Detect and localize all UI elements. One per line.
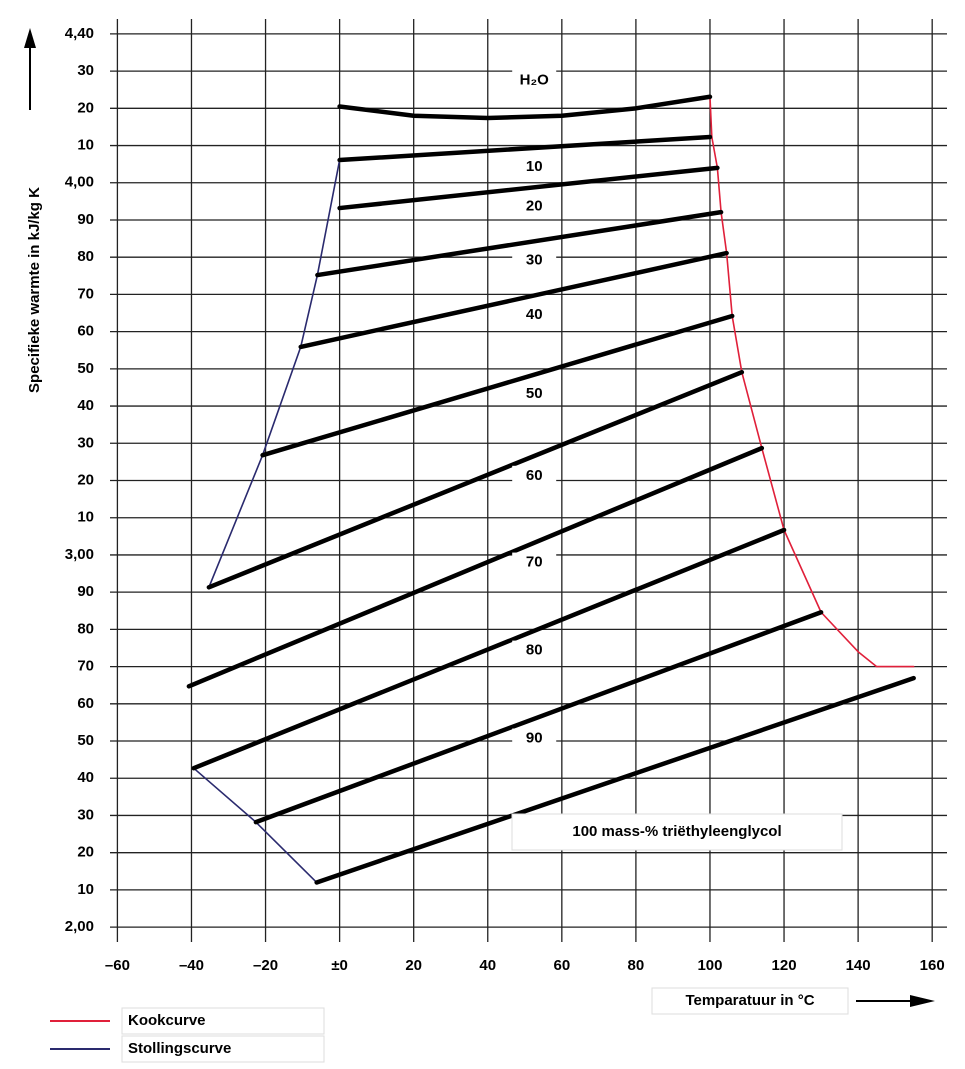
x-tick-label: ±0 bbox=[331, 957, 348, 974]
y-tick-label: 20 bbox=[77, 471, 94, 488]
y-tick-label: 30 bbox=[77, 806, 94, 823]
x-tick-label: 160 bbox=[920, 957, 945, 974]
y-tick-label: 4,40 bbox=[65, 25, 94, 42]
series-label: 30 bbox=[526, 252, 543, 269]
line bbox=[337, 165, 720, 211]
line bbox=[253, 610, 824, 825]
line bbox=[337, 94, 713, 121]
series-label: 40 bbox=[526, 306, 543, 323]
x-tick-label: 80 bbox=[628, 957, 645, 974]
x-tick-label: 140 bbox=[846, 957, 871, 974]
y-tick-label: 60 bbox=[77, 323, 94, 340]
y-tick-label: 90 bbox=[77, 583, 94, 600]
series-label: 70 bbox=[526, 554, 543, 571]
y-tick-label: 40 bbox=[77, 397, 94, 414]
y-tick-label: 4,00 bbox=[65, 174, 94, 191]
label-bg bbox=[512, 640, 557, 661]
x-axis-label: Temparatuur in °C bbox=[685, 992, 814, 1009]
y-tick-label: 10 bbox=[77, 881, 94, 898]
label-bg bbox=[512, 157, 557, 178]
x-tick-label: 20 bbox=[405, 957, 422, 974]
line bbox=[260, 313, 735, 458]
label-bg bbox=[512, 728, 557, 749]
line bbox=[192, 767, 318, 884]
line bbox=[206, 369, 745, 590]
annotation-box bbox=[511, 813, 843, 851]
line bbox=[315, 209, 724, 278]
legend-label: Stollingscurve bbox=[128, 1040, 231, 1057]
line bbox=[208, 159, 341, 589]
legend-label: Kookcurve bbox=[128, 1012, 206, 1029]
y-tick-label: 20 bbox=[77, 844, 94, 861]
series-label: 80 bbox=[526, 642, 543, 659]
label-bg bbox=[512, 250, 557, 271]
x-arrow-head bbox=[910, 995, 935, 1007]
x-tick-label: –60 bbox=[105, 957, 130, 974]
label-bg bbox=[512, 304, 557, 325]
x-label-box bbox=[651, 987, 849, 1015]
y-tick-label: 80 bbox=[77, 248, 94, 265]
legend-box bbox=[121, 1007, 325, 1035]
x-tick-label: –40 bbox=[179, 957, 204, 974]
series-label: 50 bbox=[526, 385, 543, 402]
y-tick-label: 2,00 bbox=[65, 918, 94, 935]
y-tick-label: 70 bbox=[77, 285, 94, 302]
y-tick-label: 60 bbox=[77, 695, 94, 712]
y-tick-label: 30 bbox=[77, 434, 94, 451]
label-bg bbox=[512, 384, 557, 405]
y-tick-label: 10 bbox=[77, 137, 94, 154]
line bbox=[314, 675, 916, 885]
y-label-bg bbox=[24, 125, 46, 455]
line bbox=[337, 134, 713, 163]
series-label: 90 bbox=[526, 730, 543, 747]
x-tick-label: 40 bbox=[479, 957, 496, 974]
series-label: 60 bbox=[526, 467, 543, 484]
label-bg bbox=[512, 465, 557, 486]
line bbox=[191, 527, 787, 771]
label-bg bbox=[512, 196, 557, 217]
x-tick-label: 120 bbox=[772, 957, 797, 974]
x-tick-label: –20 bbox=[253, 957, 278, 974]
x-tick-label: 60 bbox=[553, 957, 570, 974]
label-bg bbox=[512, 70, 557, 91]
y-tick-label: 40 bbox=[77, 769, 94, 786]
y-tick-label: 20 bbox=[77, 99, 94, 116]
y-tick-label: 80 bbox=[77, 620, 94, 637]
series-label: 20 bbox=[526, 198, 543, 215]
series-label: 100 mass-% triëthyleenglycol bbox=[572, 823, 781, 840]
y-axis-label: Specifieke warmte in kJ/kg K bbox=[26, 187, 43, 393]
legend-box bbox=[121, 1035, 325, 1063]
y-tick-label: 50 bbox=[77, 360, 94, 377]
x-tick-label: 100 bbox=[697, 957, 722, 974]
y-tick-label: 70 bbox=[77, 658, 94, 675]
y-tick-label: 30 bbox=[77, 62, 94, 79]
y-tick-label: 3,00 bbox=[65, 546, 94, 563]
series-label: H₂O bbox=[520, 71, 549, 88]
y-tick-label: 90 bbox=[77, 211, 94, 228]
line bbox=[186, 445, 765, 689]
y-tick-label: 10 bbox=[77, 509, 94, 526]
line bbox=[298, 250, 729, 350]
label-bg bbox=[512, 552, 557, 573]
series-label: 10 bbox=[526, 158, 543, 175]
y-tick-label: 50 bbox=[77, 732, 94, 749]
y-arrow-head bbox=[24, 28, 36, 48]
